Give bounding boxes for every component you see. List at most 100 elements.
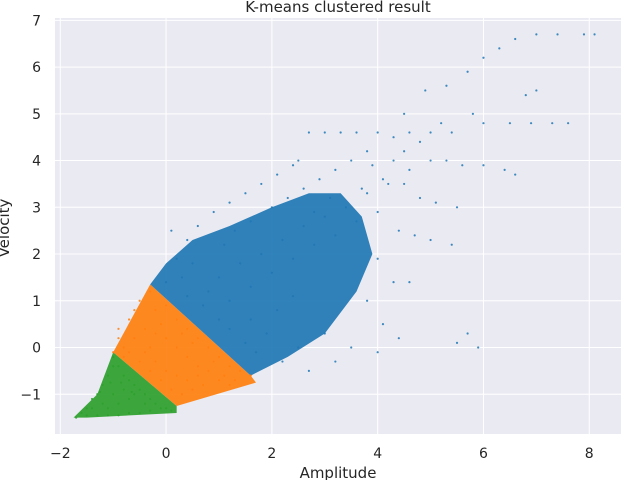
y-axis-ticks: −1 0 1 2 3 4 5 6 7 — [20, 13, 41, 403]
data-point-series-2 — [75, 416, 78, 419]
y-tick-label: −1 — [20, 387, 41, 403]
data-point-series-0 — [344, 206, 348, 209]
data-point-series-0 — [328, 196, 332, 200]
data-point-series-1 — [186, 379, 189, 382]
data-point-series-0 — [260, 182, 263, 186]
y-tick-label: 0 — [32, 341, 41, 357]
data-point-series-0 — [291, 295, 295, 298]
data-point-series-0 — [334, 234, 337, 237]
data-point-series-2 — [127, 379, 131, 382]
data-point-series-1 — [127, 318, 131, 321]
data-point-series-2 — [101, 402, 104, 405]
data-point-series-2 — [138, 411, 141, 415]
data-point-series-2 — [80, 411, 83, 415]
data-point-series-1 — [180, 393, 184, 396]
data-point-series-0 — [223, 243, 226, 246]
data-point-series-2 — [98, 390, 102, 394]
data-point-series-1 — [138, 360, 141, 363]
data-point-series-0 — [307, 131, 311, 134]
data-point-series-0 — [466, 332, 469, 335]
cluster-region-green — [73, 352, 177, 418]
data-point-series-2 — [117, 402, 120, 405]
data-point-series-0 — [381, 178, 385, 181]
data-point-series-0 — [302, 224, 305, 228]
data-point-series-2 — [154, 402, 157, 405]
data-point-series-0 — [249, 318, 252, 321]
data-point-series-2 — [109, 381, 112, 384]
data-point-series-1 — [112, 351, 115, 354]
data-point-series-0 — [249, 285, 252, 288]
y-tick-label: 1 — [32, 294, 41, 310]
data-point-series-1 — [127, 351, 131, 354]
data-point-series-1 — [175, 318, 178, 321]
data-point-series-0 — [392, 136, 395, 139]
data-point-series-2 — [138, 388, 141, 391]
data-point-series-1 — [143, 327, 147, 330]
data-point-series-1 — [191, 341, 194, 344]
data-point-series-0 — [202, 304, 205, 307]
data-point-series-0 — [482, 122, 485, 125]
data-point-series-0 — [403, 150, 406, 153]
data-point-series-0 — [455, 206, 459, 209]
data-point-series-1 — [239, 369, 242, 372]
data-point-series-2 — [133, 383, 136, 387]
data-point-series-1 — [217, 355, 221, 358]
data-point-series-2 — [90, 397, 94, 401]
data-point-series-0 — [281, 360, 284, 363]
data-point-series-0 — [217, 276, 221, 279]
data-point-series-1 — [149, 369, 152, 372]
data-point-series-0 — [397, 337, 400, 340]
data-point-series-0 — [170, 229, 173, 232]
data-point-series-0 — [276, 309, 279, 312]
data-point-series-0 — [392, 280, 395, 284]
data-point-series-2 — [106, 414, 109, 417]
data-point-series-0 — [387, 182, 390, 186]
data-point-series-0 — [228, 201, 231, 204]
data-point-series-2 — [96, 414, 99, 417]
data-point-series-1 — [202, 383, 205, 387]
data-point-series-0 — [424, 89, 427, 92]
x-tick-label: 0 — [162, 446, 171, 462]
data-point-series-0 — [175, 257, 178, 260]
data-point-series-0 — [418, 140, 422, 143]
data-point-series-2 — [117, 365, 120, 368]
data-point-series-0 — [334, 168, 337, 172]
data-point-series-1 — [223, 374, 226, 377]
data-point-series-0 — [313, 210, 316, 214]
data-point-series-0 — [397, 229, 400, 232]
data-point-series-2 — [130, 390, 133, 394]
data-point-series-0 — [461, 164, 464, 167]
data-point-series-2 — [170, 409, 173, 412]
cluster-region-orange — [113, 284, 257, 406]
data-point-series-2 — [143, 402, 147, 405]
data-point-series-2 — [101, 383, 104, 387]
data-point-series-2 — [164, 407, 168, 410]
data-point-series-0 — [265, 332, 268, 335]
data-point-series-1 — [159, 379, 162, 382]
data-point-series-1 — [164, 337, 168, 340]
data-point-series-0 — [355, 220, 358, 223]
data-point-series-1 — [117, 327, 120, 330]
data-point-series-0 — [365, 150, 369, 153]
data-point-series-0 — [503, 168, 506, 172]
data-point-series-0 — [529, 122, 533, 125]
data-point-series-0 — [323, 131, 326, 134]
data-point-series-1 — [149, 346, 152, 349]
data-point-series-0 — [371, 164, 374, 167]
data-point-series-0 — [276, 173, 279, 176]
data-point-series-0 — [207, 290, 210, 293]
data-point-series-0 — [233, 229, 236, 232]
data-point-series-1 — [138, 299, 141, 302]
data-point-series-0 — [307, 369, 311, 372]
data-point-series-0 — [440, 122, 443, 125]
x-tick-label: 6 — [479, 446, 488, 462]
x-tick-label: 8 — [585, 446, 594, 462]
data-point-series-1 — [149, 290, 152, 293]
data-point-series-2 — [112, 365, 115, 368]
data-point-series-1 — [191, 388, 194, 391]
data-point-series-1 — [143, 351, 147, 354]
data-point-series-0 — [244, 341, 247, 344]
data-point-series-0 — [429, 131, 432, 134]
data-point-series-1 — [196, 337, 199, 340]
data-point-series-1 — [164, 369, 168, 372]
